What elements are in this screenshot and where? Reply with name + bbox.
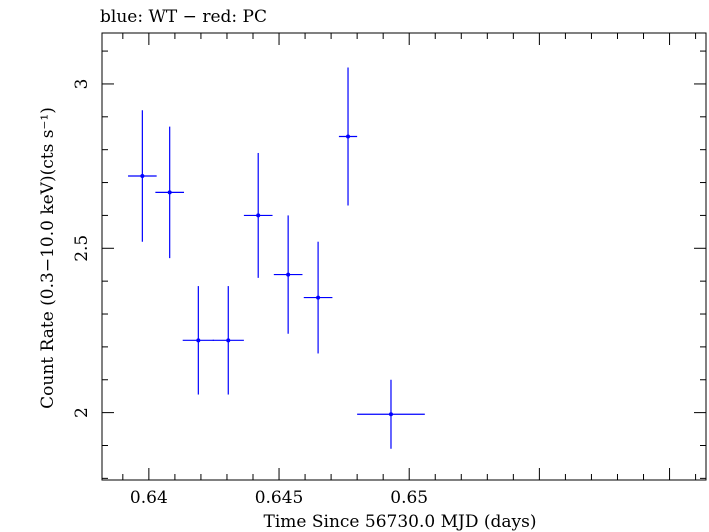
- data-point: [357, 379, 425, 449]
- point-marker: [140, 173, 145, 178]
- data-points: [128, 67, 425, 449]
- point-marker: [316, 295, 321, 300]
- y-tick-label: 2.5: [72, 235, 92, 262]
- data-point: [243, 152, 273, 278]
- point-marker: [196, 338, 201, 343]
- point-marker: [167, 190, 172, 195]
- data-point: [182, 286, 214, 395]
- point-marker: [388, 412, 393, 417]
- x-tick-label: 0.65: [390, 488, 428, 508]
- data-point: [273, 215, 303, 334]
- y-axis-label: Count Rate (0.3−10.0 keV)(cts s⁻¹): [38, 107, 58, 409]
- data-point: [303, 241, 333, 354]
- y-tick-label: 3: [72, 79, 92, 90]
- x-axis-label: Time Since 56730.0 MJD (days): [264, 512, 537, 532]
- chart-title: blue: WT − red: PC: [100, 7, 267, 27]
- x-tick-label: 0.645: [255, 488, 304, 508]
- plot-frame: [101, 32, 707, 481]
- x-tick-label: 0.64: [130, 488, 168, 508]
- data-point: [128, 110, 157, 242]
- data-point: [212, 286, 244, 395]
- point-marker: [346, 134, 351, 139]
- axis-ticks: [102, 33, 706, 480]
- point-marker: [256, 213, 261, 218]
- point-marker: [226, 338, 231, 343]
- data-point: [338, 67, 358, 206]
- point-marker: [286, 272, 291, 277]
- data-point: [155, 126, 185, 259]
- tick-labels: 0.64 0.645 0.65 2 2.5 3: [72, 79, 428, 508]
- y-tick-label: 2: [72, 407, 92, 418]
